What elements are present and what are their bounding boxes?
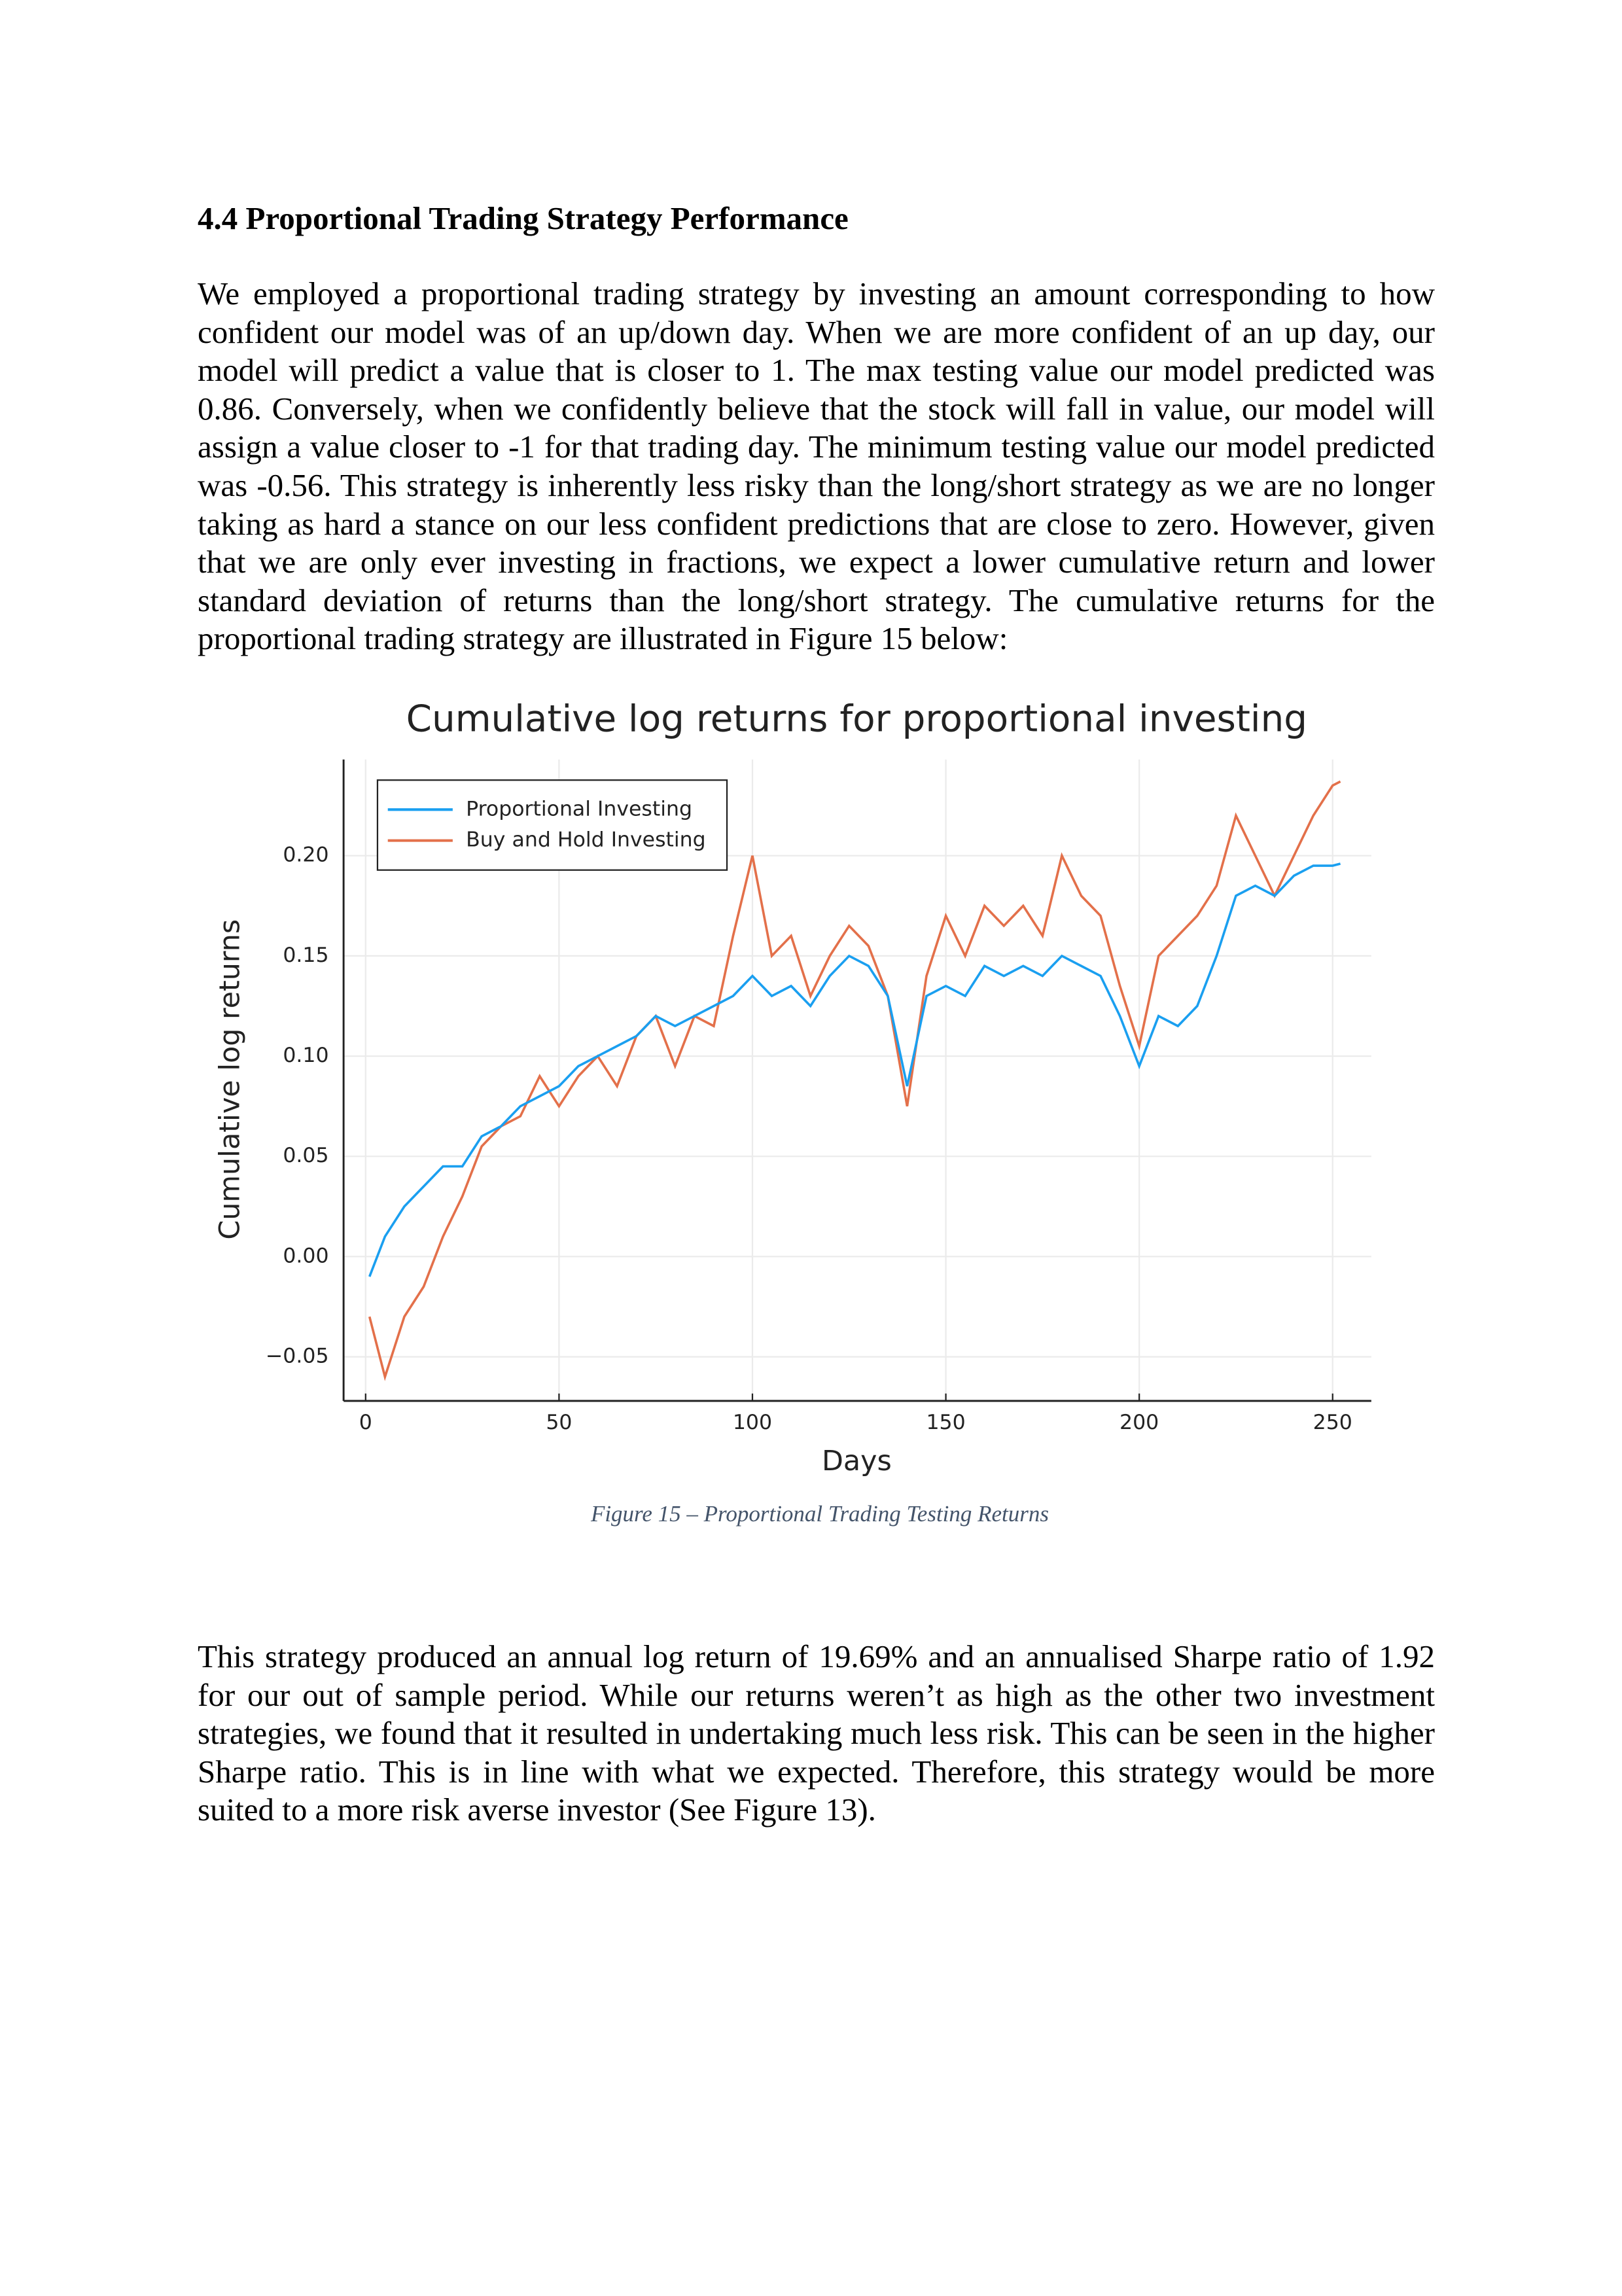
y-tick-label: 0.05 (283, 1144, 328, 1167)
x-axis-label: Days (822, 1445, 892, 1477)
chart-title: Cumulative log returns for proportional … (406, 698, 1307, 741)
legend-box (376, 779, 728, 871)
section-heading: 4.4 Proportional Trading Strategy Perfor… (198, 200, 849, 236)
x-tick-label: 150 (926, 1411, 965, 1434)
y-tick-label: 0.10 (283, 1044, 328, 1067)
figure-caption: Figure 15 – Proportional Trading Testing… (590, 1501, 1049, 1527)
y-tick-label: 0.00 (283, 1244, 328, 1267)
x-tick-label: 50 (546, 1411, 572, 1434)
x-tick-label: 250 (1313, 1411, 1352, 1434)
y-tick-label: 0.20 (283, 843, 328, 867)
legend-label: Buy and Hold Investing (466, 828, 706, 852)
paragraph: We employed a proportional trading strat… (198, 275, 1435, 657)
x-tick-label: 200 (1120, 1411, 1159, 1434)
x-tick-label: 0 (359, 1411, 372, 1434)
series-line (368, 862, 1341, 1277)
y-tick-label: −0.05 (266, 1345, 329, 1368)
legend-label: Proportional Investing (466, 797, 692, 821)
x-tick-label: 100 (733, 1411, 772, 1434)
paragraph: This strategy produced an annual log ret… (198, 1638, 1435, 1828)
series-line (368, 780, 1341, 1381)
y-axis-label: Cumulative log returns (213, 919, 246, 1240)
chart: Cumulative log returns for proportional … (213, 698, 1371, 1477)
y-tick-label: 0.15 (283, 944, 328, 967)
